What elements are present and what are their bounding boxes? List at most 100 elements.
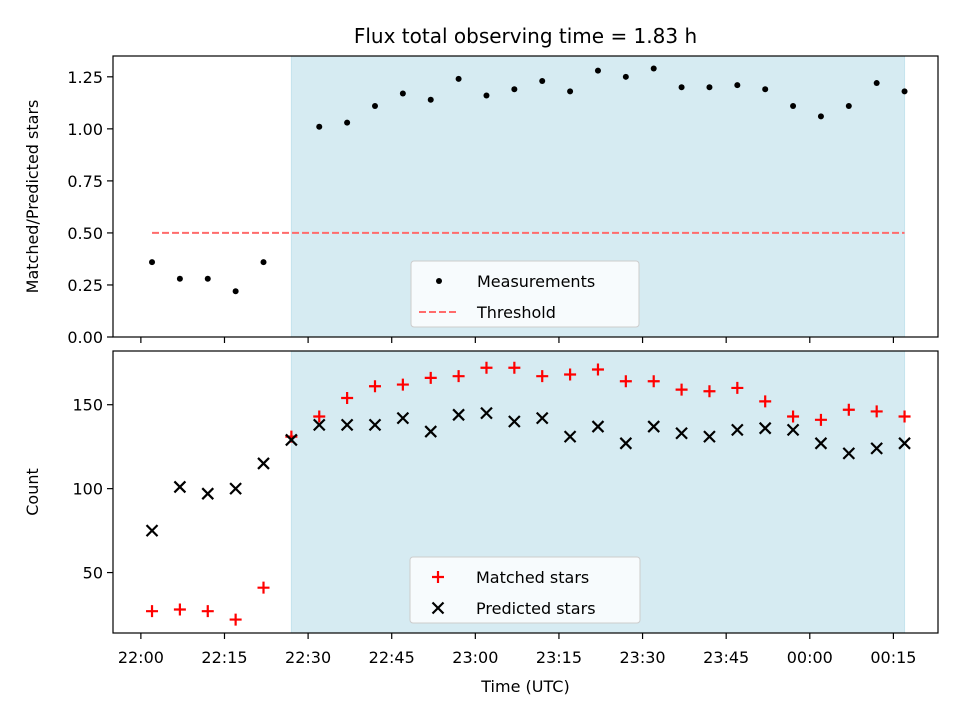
data-point [511,86,518,93]
predicted-star-point [508,415,521,428]
legend-marker-matched [432,571,444,583]
predicted-star-point [229,482,242,495]
predicted-star-point [563,430,577,443]
y-tick-label: 100 [72,480,103,499]
predicted-star-point [452,408,465,422]
predicted-star-point [786,423,800,437]
predicted-star-point [535,411,549,425]
data-point [204,275,211,282]
matched-star-point [731,381,744,394]
data-point [316,123,323,130]
matched-star-point [173,603,186,616]
predicted-star-point [703,430,716,443]
data-point [706,84,713,91]
y-tick-label: 0.25 [67,276,103,295]
matched-star-point [536,370,549,383]
data-point [622,73,629,80]
matched-star-point [703,385,716,398]
matched-star-point [341,392,354,404]
data-point [539,77,546,84]
data-point [371,102,378,109]
data-point [232,288,239,295]
y-tick-label: 0.75 [67,172,103,191]
y-axis-label: Matched/Predicted stars [23,100,42,294]
data-point [650,65,657,72]
x-tick-label: 23:15 [536,648,582,667]
data-point [176,275,183,282]
y-tick-label: 150 [72,396,103,415]
data-point [817,113,824,120]
y-axis-label: Count [23,468,42,516]
x-tick-label: 22:45 [369,648,415,667]
data-point [344,119,351,126]
predicted-star-point [591,420,605,433]
x-tick-label: 22:30 [285,648,331,667]
matched-star-point [591,363,604,376]
predicted-star-point [145,524,159,537]
x-tick-label: 23:45 [703,648,749,667]
matched-star-point [675,383,688,396]
data-point [399,90,406,97]
legend-label: Threshold [476,303,556,322]
x-axis-label: Time (UTC) [480,677,569,696]
legend-label: Matched stars [476,568,589,587]
data-point [594,67,601,74]
data-point [873,80,880,87]
predicted-star-point [257,457,270,470]
x-tick-label: 00:00 [787,648,833,667]
data-point [790,102,797,109]
legend-box [409,556,641,624]
x-tick-label: 23:00 [452,648,498,667]
data-point [427,96,434,103]
matched-star-point [146,605,159,618]
legend: Matched stars Predicted stars [409,556,641,624]
predicted-star-point [619,437,633,450]
matched-star-point [424,371,437,384]
legend-box [410,260,640,328]
predicted-star-point [424,425,438,438]
legend-label: Predicted stars [476,599,596,618]
predicted-star-point [675,426,688,440]
matched-star-point [647,375,660,388]
matched-star-point [480,361,493,374]
predicted-star-point [201,487,215,500]
matched-star-point [508,361,521,374]
matched-star-point [201,605,214,618]
axes-frame [112,55,939,338]
matched-star-point [814,413,827,426]
predicted-star-point [758,421,772,435]
legend-marker-measurements [436,278,442,284]
data-point [901,88,908,95]
matched-star-point [898,410,911,423]
matched-star-point [257,581,270,594]
matched-star-point [396,378,409,391]
predicted-star-point [731,423,744,437]
data-point [762,86,769,93]
data-point [845,102,852,109]
data-point [734,82,741,89]
data-point [149,259,156,266]
predicted-star-point [842,447,856,460]
data-point [567,88,574,95]
y-tick-label: 1.25 [67,68,103,87]
matched-star-point [452,370,465,383]
legend-marker-predicted [431,601,445,615]
predicted-star-point [480,406,493,420]
y-tick-label: 0.00 [67,328,103,347]
predicted-star-point [312,418,326,432]
y-tick-label: 50 [83,564,103,583]
predicted-star-point [396,411,410,425]
x-tick-label: 23:30 [620,648,666,667]
matched-star-point [619,375,632,388]
predicted-star-point [173,480,187,494]
predicted-star-point [898,437,911,450]
chart-panel-2: 50 100 150 22:00 22:15 22:30 22:45 23:00 23:15 23… [23,350,939,696]
matched-star-point [759,395,772,408]
matched-star-point [229,613,242,626]
predicted-star-point [870,442,883,455]
data-point [455,75,462,82]
data-point [483,92,490,99]
predicted-star-point [814,437,828,450]
y-tick-label: 1.00 [67,120,103,139]
matched-star-point [313,410,326,423]
